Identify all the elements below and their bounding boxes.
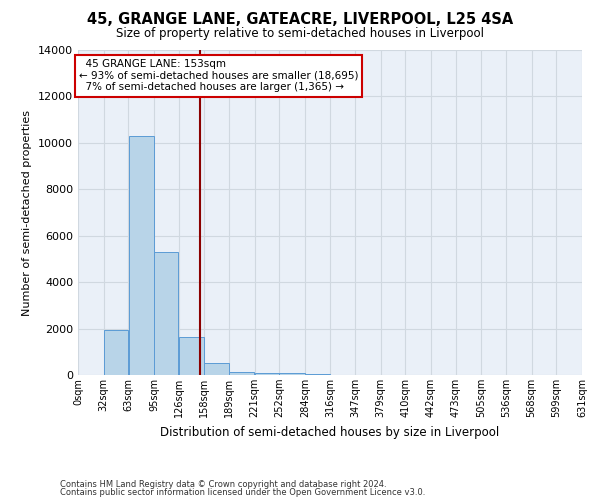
Bar: [205, 364, 229, 375]
Text: Contains HM Land Registry data © Crown copyright and database right 2024.: Contains HM Land Registry data © Crown c…: [60, 480, 386, 489]
Bar: [280, 373, 305, 375]
Bar: [305, 374, 330, 375]
Text: 45 GRANGE LANE: 153sqm  
← 93% of semi-detached houses are smaller (18,695)
  7%: 45 GRANGE LANE: 153sqm ← 93% of semi-det…: [79, 60, 358, 92]
Y-axis label: Number of semi-detached properties: Number of semi-detached properties: [22, 110, 32, 316]
Bar: [104, 330, 128, 375]
Bar: [255, 372, 279, 375]
Text: Contains public sector information licensed under the Open Government Licence v3: Contains public sector information licen…: [60, 488, 425, 497]
Bar: [179, 336, 204, 375]
Bar: [128, 136, 154, 375]
Bar: [229, 372, 254, 375]
Text: Size of property relative to semi-detached houses in Liverpool: Size of property relative to semi-detach…: [116, 28, 484, 40]
Text: 45, GRANGE LANE, GATEACRE, LIVERPOOL, L25 4SA: 45, GRANGE LANE, GATEACRE, LIVERPOOL, L2…: [87, 12, 513, 28]
Bar: [154, 252, 178, 375]
X-axis label: Distribution of semi-detached houses by size in Liverpool: Distribution of semi-detached houses by …: [160, 426, 500, 438]
